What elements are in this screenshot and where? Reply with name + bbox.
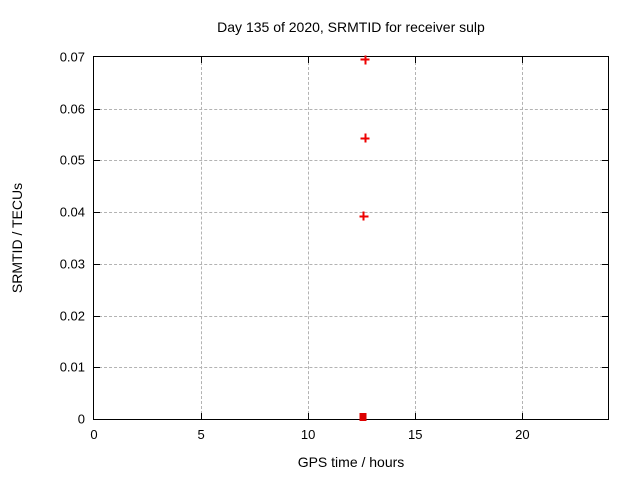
y-tick-mark-left [94, 367, 100, 369]
plot-area: 0 5 10 15 20 0 0.01 0.02 0.03 0.04 0.05 0.06 0.07 [60, 50, 609, 442]
x-tick-mark-top [308, 57, 310, 63]
y-gridline [94, 160, 608, 162]
x-tick-label: 5 [197, 427, 205, 442]
x-gridline [308, 57, 310, 419]
x-tick-mark-bottom [308, 413, 310, 419]
y-axis-label: SRMTID / TECUs [9, 182, 25, 294]
y-tick-label: 0.04 [59, 204, 85, 220]
x-gridline [522, 57, 524, 419]
y-gridline [94, 212, 608, 214]
x-tick-mark-bottom [522, 413, 524, 419]
x-tick-label: 0 [90, 427, 98, 442]
y-tick-label: 0.07 [59, 49, 85, 65]
chart-title: Day 135 of 2020, SRMTID for receiver sul… [217, 19, 485, 35]
y-gridline [94, 263, 608, 265]
y-tick-label: 0.03 [59, 256, 85, 272]
data-point-marker [360, 133, 370, 143]
y-tick-mark-right [602, 367, 608, 369]
x-tick-mark-top [522, 57, 524, 63]
x-tick-label: 20 [515, 427, 530, 442]
y-gridline [94, 367, 608, 369]
y-tick-mark-left [94, 160, 100, 162]
x-tick-mark-bottom [415, 413, 417, 419]
y-tick-mark-right [602, 108, 608, 110]
y-tick-mark-left [94, 212, 100, 214]
x-gridline [201, 57, 203, 419]
y-tick-mark-left [94, 108, 100, 110]
x-axis-label: GPS time / hours [297, 454, 405, 470]
y-tick-mark-left [94, 315, 100, 317]
x-tick-label: 15 [408, 427, 423, 442]
zero-cluster-marker [359, 412, 367, 421]
y-tick-mark-right [602, 315, 608, 317]
y-tick-mark-right [602, 212, 608, 214]
y-tick-mark-right [602, 160, 608, 162]
y-tick-label: 0.05 [59, 152, 85, 168]
x-tick-mark-top [415, 57, 417, 63]
data-point-marker [360, 55, 370, 65]
x-tick-mark-top [201, 57, 203, 63]
y-tick-label: 0 [77, 411, 85, 427]
y-tick-label: 0.01 [59, 359, 85, 375]
data-point-marker [359, 211, 369, 221]
x-tick-label: 10 [300, 427, 316, 442]
y-gridline [94, 315, 608, 317]
y-tick-label: 0.06 [59, 101, 85, 117]
y-tick-mark-left [94, 263, 100, 265]
x-gridline [415, 57, 417, 419]
y-tick-mark-right [602, 263, 608, 265]
y-gridline [94, 108, 608, 110]
y-tick-label: 0.02 [59, 308, 85, 324]
x-tick-mark-bottom [201, 413, 203, 419]
